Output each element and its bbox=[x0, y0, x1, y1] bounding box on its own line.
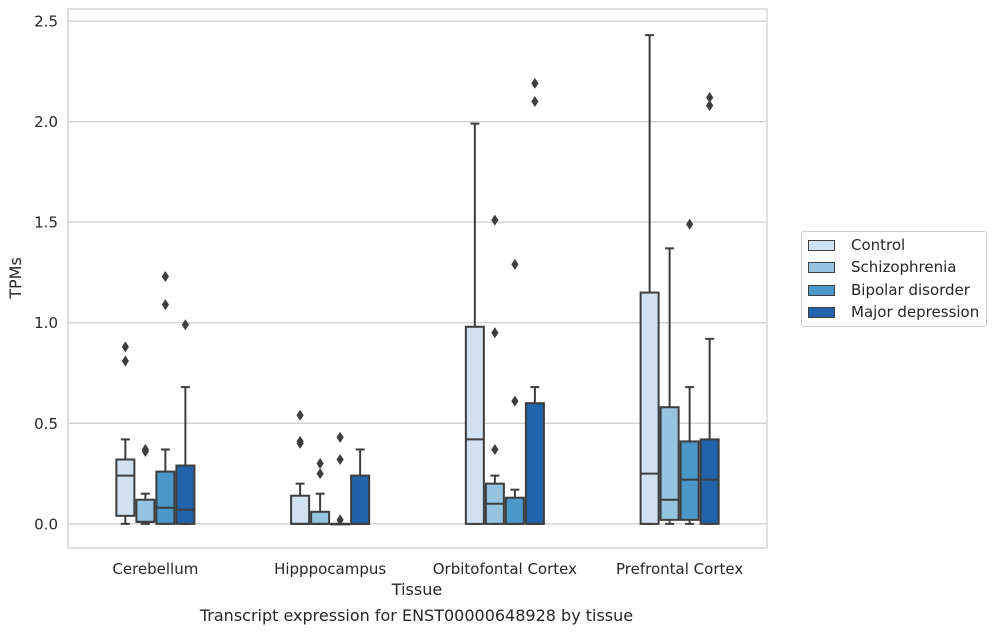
x-axis-label: Tissue bbox=[391, 580, 442, 599]
outlier-point bbox=[316, 458, 324, 470]
box-iqr bbox=[679, 440, 700, 521]
outlier-point bbox=[706, 91, 714, 103]
box-schizophrenia bbox=[310, 458, 331, 525]
outlier-point bbox=[161, 270, 169, 282]
legend-label-major-depression: Major depression bbox=[851, 303, 980, 321]
y-tick-label: 0.0 bbox=[34, 515, 58, 533]
legend-item-major-depression: Major depression bbox=[808, 302, 979, 322]
outlier-point bbox=[161, 299, 169, 311]
box-iqr bbox=[659, 406, 680, 521]
box-iqr bbox=[464, 325, 485, 525]
legend-swatch-control bbox=[808, 239, 835, 251]
y-tick-label: 1.0 bbox=[34, 314, 58, 332]
y-axis-label: TPMs bbox=[6, 257, 25, 300]
legend-label-bipolar-disorder: Bipolar disorder bbox=[851, 281, 970, 299]
box-bipolar-disorder bbox=[155, 270, 176, 525]
box-iqr bbox=[135, 498, 156, 523]
outlier-point bbox=[491, 443, 499, 455]
outlier-point bbox=[181, 319, 189, 331]
outlier-point bbox=[531, 77, 539, 89]
y-tick-label: 2.0 bbox=[34, 113, 58, 131]
box-iqr bbox=[290, 494, 311, 525]
box-control bbox=[639, 34, 660, 525]
box-major-depression bbox=[524, 77, 545, 525]
legend-swatch-major-depression bbox=[808, 306, 835, 318]
outlier-point bbox=[491, 214, 499, 226]
box-major-depression bbox=[699, 91, 720, 525]
legend-item-control: Control bbox=[808, 235, 905, 255]
box-iqr bbox=[310, 510, 331, 525]
outlier-point bbox=[531, 96, 539, 108]
box-major-depression bbox=[350, 448, 371, 525]
box-control bbox=[290, 409, 311, 525]
box-schizophrenia bbox=[484, 214, 505, 525]
y-tick-label: 2.5 bbox=[34, 13, 58, 31]
box-bipolar-disorder bbox=[330, 431, 351, 526]
outlier-point bbox=[336, 514, 344, 526]
box-schizophrenia bbox=[659, 247, 680, 525]
plot-frame bbox=[67, 8, 768, 549]
legend-label-schizophrenia: Schizophrenia bbox=[851, 258, 957, 276]
outlier-point bbox=[316, 468, 324, 480]
outlier-point bbox=[296, 435, 304, 447]
x-tick-label: Hipppocampus bbox=[274, 560, 386, 578]
legend-item-schizophrenia: Schizophrenia bbox=[808, 257, 956, 277]
legend-label-control: Control bbox=[851, 236, 906, 254]
box-bipolar-disorder bbox=[679, 218, 700, 525]
y-tick-label: 0.5 bbox=[34, 415, 58, 433]
outlier-point bbox=[511, 258, 519, 270]
x-tick-label: Cerebellum bbox=[112, 560, 198, 578]
box-bipolar-disorder bbox=[504, 258, 525, 525]
outlier-point bbox=[141, 443, 149, 455]
outlier-point bbox=[121, 355, 129, 367]
box-iqr bbox=[115, 458, 136, 517]
legend: Control Schizophrenia Bipolar disorder M… bbox=[801, 231, 987, 327]
box-iqr bbox=[504, 496, 525, 525]
box-iqr bbox=[524, 402, 545, 525]
legend-item-bipolar-disorder: Bipolar disorder bbox=[808, 280, 970, 300]
box-iqr bbox=[175, 464, 196, 525]
box-control bbox=[464, 122, 485, 525]
box-iqr bbox=[639, 291, 660, 525]
outlier-point bbox=[121, 341, 129, 353]
y-tick-label: 1.5 bbox=[34, 214, 58, 232]
y-tick-labels: 0.0 0.5 1.0 1.5 2.0 2.5 bbox=[34, 13, 58, 534]
outlier-point bbox=[336, 454, 344, 466]
outlier-point bbox=[511, 395, 519, 407]
x-tick-label: Orbitofontal Cortex bbox=[433, 560, 577, 578]
box-iqr bbox=[350, 474, 371, 525]
outlier-point bbox=[706, 100, 714, 112]
legend-swatch-schizophrenia bbox=[808, 261, 835, 273]
box-major-depression bbox=[175, 319, 196, 525]
outlier-point bbox=[336, 431, 344, 443]
outlier-point bbox=[491, 327, 499, 339]
outlier-point bbox=[296, 409, 304, 421]
legend-swatch-bipolar-disorder bbox=[808, 284, 835, 296]
box-schizophrenia bbox=[135, 443, 156, 525]
x-tick-labels: Cerebellum Hipppocampus Orbitofontal Corte… bbox=[112, 560, 743, 578]
figure-caption: Transcript expression for ENST0000064892… bbox=[199, 606, 634, 625]
box-iqr bbox=[155, 470, 176, 525]
box-iqr bbox=[699, 438, 720, 525]
outlier-point bbox=[686, 218, 694, 230]
x-tick-label: Prefrontal Cortex bbox=[616, 560, 743, 578]
boxplot-marks bbox=[115, 34, 720, 526]
box-control bbox=[115, 341, 136, 525]
